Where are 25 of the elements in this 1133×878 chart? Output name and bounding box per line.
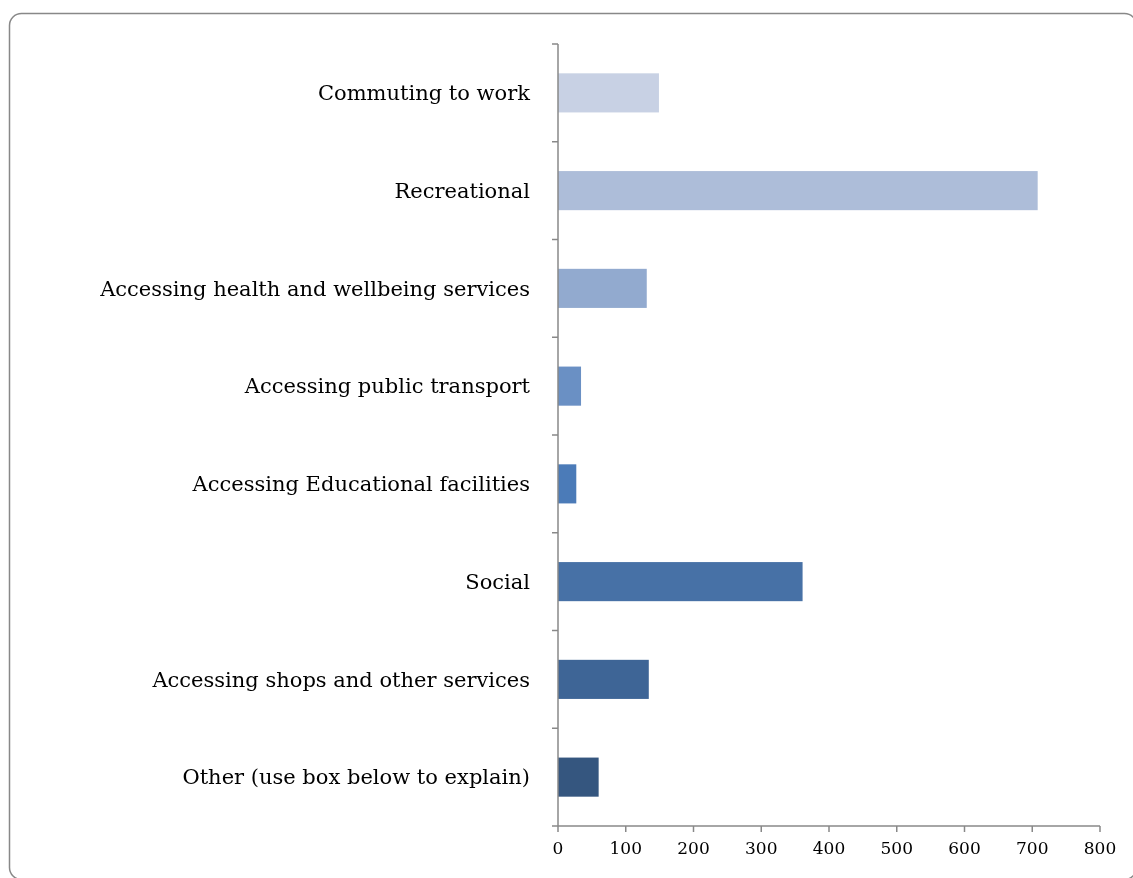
x-tick-label: 700	[1016, 838, 1049, 858]
x-tick-label: 600	[948, 838, 981, 858]
x-tick-label: 200	[677, 838, 710, 858]
x-tick-label: 300	[745, 838, 778, 858]
x-tick-label: 400	[812, 838, 846, 858]
y-tick-label: Social	[465, 569, 531, 594]
y-tick-label: Other (use box below to explain)	[182, 765, 530, 790]
y-tick-label: Accessing Educational facilities	[191, 472, 530, 497]
y-tick-label: Commuting to work	[318, 81, 531, 106]
bar	[558, 366, 582, 406]
y-tick-label: Recreational	[394, 178, 531, 203]
bar	[558, 659, 649, 699]
x-tick-label: 800	[1083, 838, 1117, 858]
bar	[558, 757, 599, 797]
y-tick-label: Accessing public transport	[243, 374, 531, 399]
y-tick-label: Accessing health and wellbeing services	[99, 276, 530, 301]
bar	[558, 562, 803, 602]
x-tick-label: 500	[880, 838, 913, 858]
bar	[558, 73, 659, 113]
bar	[558, 171, 1038, 211]
y-tick-label: Accessing shops and other services	[151, 667, 530, 692]
x-tick-label: 0	[552, 838, 564, 858]
bar	[558, 464, 577, 504]
x-tick-label: 100	[609, 838, 642, 858]
bar	[558, 268, 647, 308]
